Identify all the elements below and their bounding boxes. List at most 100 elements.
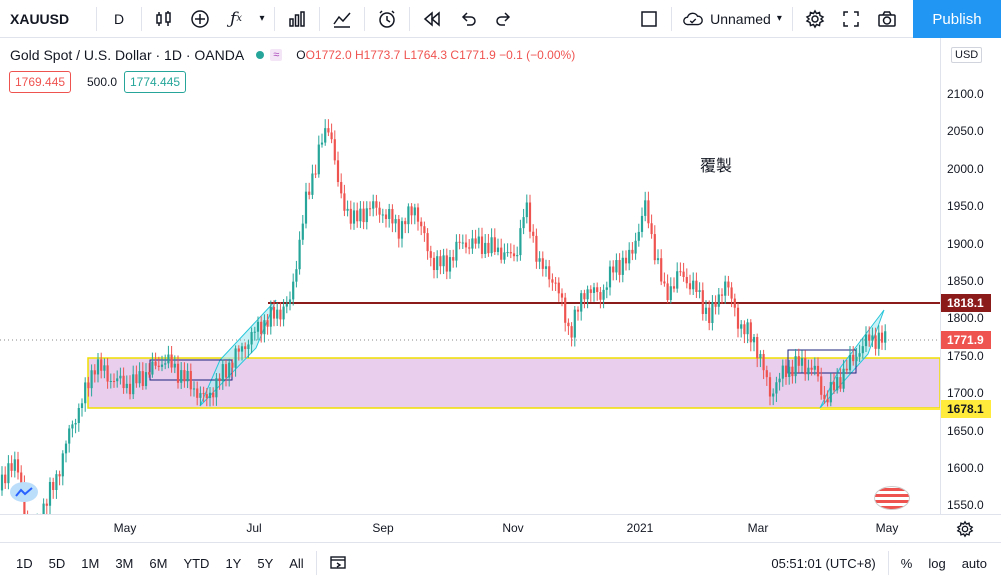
- divider: [409, 6, 410, 31]
- candle-body: [759, 354, 762, 359]
- candle-body: [685, 276, 688, 284]
- candle-body: [740, 324, 743, 329]
- candle-body: [509, 252, 512, 254]
- candle-body: [45, 503, 48, 506]
- candle-body: [148, 372, 151, 375]
- price-axis[interactable]: USD 2100.0 2050.0 2000.0 1950.0 1900.0 1850.0…: [940, 38, 1001, 514]
- auto-toggle[interactable]: auto: [961, 555, 987, 571]
- candle-body: [378, 207, 381, 215]
- range-all[interactable]: All: [289, 555, 304, 571]
- chevron-down-icon[interactable]: ▾: [259, 13, 265, 24]
- range-5y[interactable]: 5Y: [257, 555, 274, 571]
- candle-body: [221, 364, 224, 382]
- time-label-mar: Mar: [747, 521, 769, 535]
- candle-body: [455, 241, 458, 261]
- candle-body: [122, 375, 125, 389]
- price-chart[interactable]: [0, 38, 940, 514]
- candle-body: [749, 322, 752, 343]
- candle-body: [394, 219, 397, 224]
- candle-body: [525, 202, 528, 218]
- ask-pill[interactable]: 1774.445: [124, 71, 187, 93]
- candle-body: [308, 191, 311, 195]
- candle-body: [666, 283, 669, 301]
- candle-body: [125, 383, 128, 389]
- candle-body: [557, 282, 560, 294]
- candle-body: [727, 281, 730, 288]
- candle-body: [826, 399, 829, 403]
- candle-body: [720, 294, 724, 296]
- candle-body: [388, 208, 391, 220]
- chart-settings-gear-icon[interactable]: [956, 520, 974, 543]
- candle-body: [263, 320, 266, 335]
- candle-body: [656, 258, 660, 261]
- add-indicator-icon[interactable]: [182, 0, 218, 38]
- candle-body: [208, 392, 212, 399]
- publish-button[interactable]: Publish: [913, 0, 1001, 38]
- chart-pane[interactable]: Gold Spot / U.S. Dollar · 1D · OANDA ≈ O…: [0, 38, 940, 514]
- bid-pill[interactable]: 1769.445: [9, 71, 72, 93]
- candle-body: [580, 293, 583, 312]
- goto-date-icon[interactable]: [321, 554, 355, 573]
- replay-icon[interactable]: [414, 0, 450, 38]
- candle-body: [756, 337, 759, 359]
- candle-body: [298, 239, 301, 270]
- candle-body: [314, 173, 317, 175]
- candle-body: [634, 240, 637, 254]
- candle-body: [602, 289, 605, 300]
- candle-body: [624, 257, 628, 264]
- change-value: −0.1 (−0.00%): [499, 48, 576, 62]
- candle-body: [349, 208, 352, 224]
- log-toggle[interactable]: log: [928, 555, 946, 571]
- currency-label[interactable]: USD: [951, 47, 983, 63]
- financials-icon[interactable]: [279, 0, 315, 38]
- camera-icon[interactable]: [869, 0, 905, 38]
- candle-body: [189, 370, 192, 390]
- clock-timezone[interactable]: 05:51:01 (UTC+8): [771, 555, 876, 571]
- redo-icon[interactable]: [486, 0, 522, 38]
- settings-gear-icon[interactable]: [797, 0, 833, 38]
- candle-body: [535, 235, 538, 262]
- candle-body: [701, 290, 704, 314]
- candle-body: [752, 337, 756, 343]
- candle-body: [608, 266, 612, 288]
- compare-icon[interactable]: [324, 0, 360, 38]
- layout-menu[interactable]: Unnamed ▾: [676, 0, 788, 38]
- price-tick-label: 1900.0: [947, 236, 984, 251]
- candle-body: [544, 266, 548, 269]
- range-1y[interactable]: 1Y: [225, 555, 242, 571]
- candle-body: [205, 394, 208, 399]
- candle-body: [365, 208, 368, 223]
- time-axis[interactable]: May Jul Sep Nov 2021 Mar May: [0, 514, 1001, 542]
- candle-body: [621, 257, 624, 275]
- fullscreen-layout-icon[interactable]: [631, 0, 667, 38]
- fullscreen-icon[interactable]: [833, 0, 869, 38]
- candle-body: [320, 142, 324, 145]
- range-ytd[interactable]: YTD: [183, 555, 210, 571]
- candle-body: [874, 335, 877, 349]
- candle-body: [813, 365, 816, 370]
- range-1m[interactable]: 1M: [81, 555, 100, 571]
- candles-icon[interactable]: [146, 0, 182, 38]
- high-value: H1773.7: [354, 48, 401, 62]
- percent-toggle[interactable]: %: [900, 555, 913, 571]
- candle-body: [871, 335, 874, 341]
- range-1d[interactable]: 1D: [16, 555, 33, 571]
- candle-body: [346, 208, 349, 211]
- interval-button[interactable]: D: [113, 10, 125, 27]
- candle-body: [93, 370, 96, 375]
- alert-icon[interactable]: [369, 0, 405, 38]
- candle-body: [506, 252, 509, 254]
- range-6m[interactable]: 6M: [149, 555, 168, 571]
- candle-body: [615, 260, 618, 273]
- undo-icon[interactable]: [450, 0, 486, 38]
- time-label-sep: Sep: [372, 521, 394, 535]
- range-3m[interactable]: 3M: [115, 555, 134, 571]
- resistance-price-tag: 1818.1: [941, 294, 991, 312]
- uptrend-channel-2[interactable]: [819, 309, 885, 409]
- range-5d[interactable]: 5D: [48, 555, 66, 571]
- symbol-search[interactable]: XAUUSD: [10, 10, 70, 27]
- candle-body: [823, 394, 826, 400]
- candle-body: [269, 306, 272, 327]
